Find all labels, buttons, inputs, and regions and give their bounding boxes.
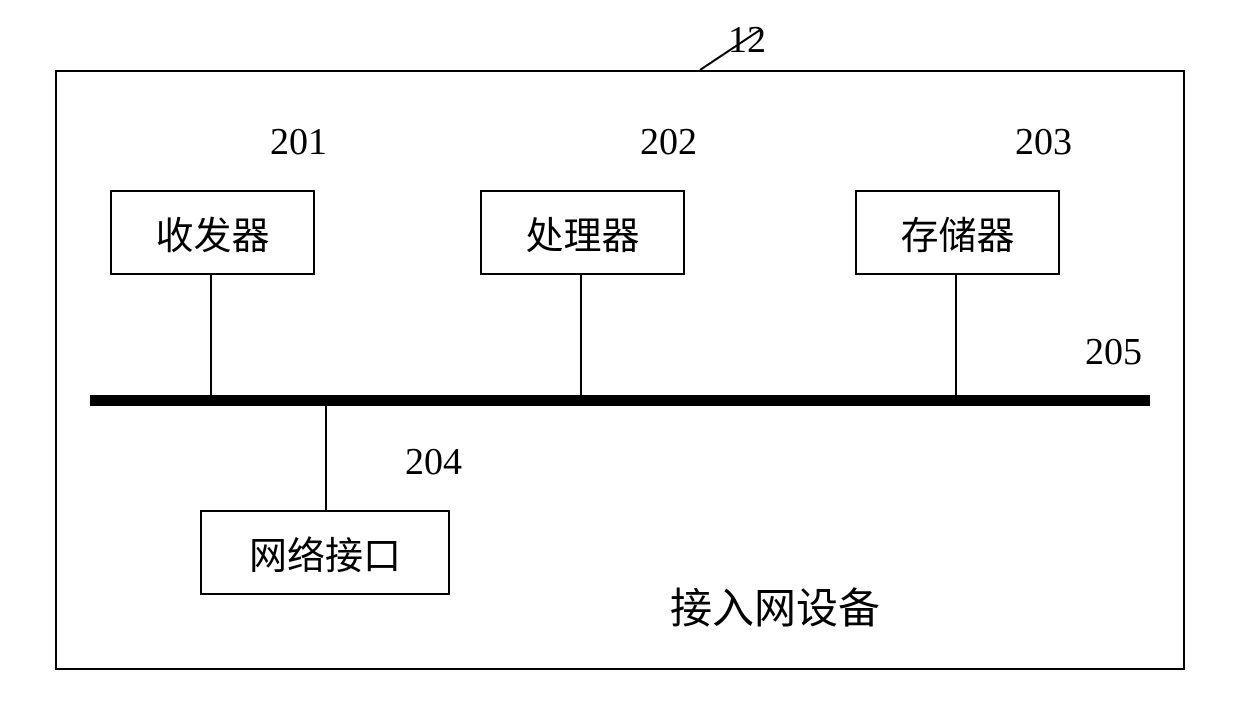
bus-line bbox=[90, 395, 1150, 406]
ref-205: 205 bbox=[1085, 330, 1142, 374]
connector-processor bbox=[580, 275, 582, 395]
ref-203: 203 bbox=[1015, 120, 1072, 164]
network-interface-box: 网络接口 bbox=[200, 510, 450, 595]
ref-201: 201 bbox=[270, 120, 327, 164]
block-diagram: 12 收发器 201 处理器 202 存储器 203 网络接口 204 205 … bbox=[0, 0, 1240, 725]
memory-box: 存储器 bbox=[855, 190, 1060, 275]
connector-memory bbox=[955, 275, 957, 395]
processor-label: 处理器 bbox=[525, 205, 639, 260]
transceiver-label: 收发器 bbox=[155, 205, 269, 260]
ref-12: 12 bbox=[728, 18, 766, 62]
network-interface-label: 网络接口 bbox=[249, 525, 401, 580]
connector-network-interface bbox=[325, 405, 327, 510]
device-label: 接入网设备 bbox=[670, 575, 880, 636]
ref-202: 202 bbox=[640, 120, 697, 164]
memory-label: 存储器 bbox=[900, 205, 1014, 260]
ref-204: 204 bbox=[405, 440, 462, 484]
connector-transceiver bbox=[210, 275, 212, 395]
processor-box: 处理器 bbox=[480, 190, 685, 275]
transceiver-box: 收发器 bbox=[110, 190, 315, 275]
